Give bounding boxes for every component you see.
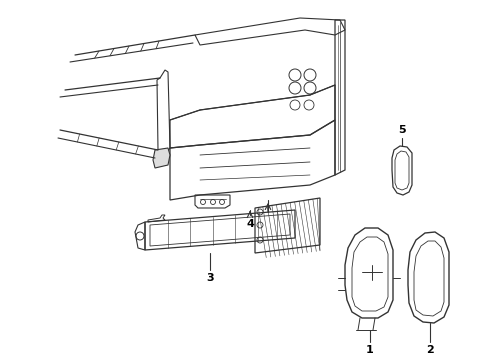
Text: 3: 3: [206, 273, 214, 283]
Text: 5: 5: [398, 125, 406, 135]
Text: 1: 1: [366, 345, 374, 355]
Text: 2: 2: [426, 345, 434, 355]
Text: 4: 4: [246, 219, 254, 229]
Polygon shape: [153, 148, 170, 168]
